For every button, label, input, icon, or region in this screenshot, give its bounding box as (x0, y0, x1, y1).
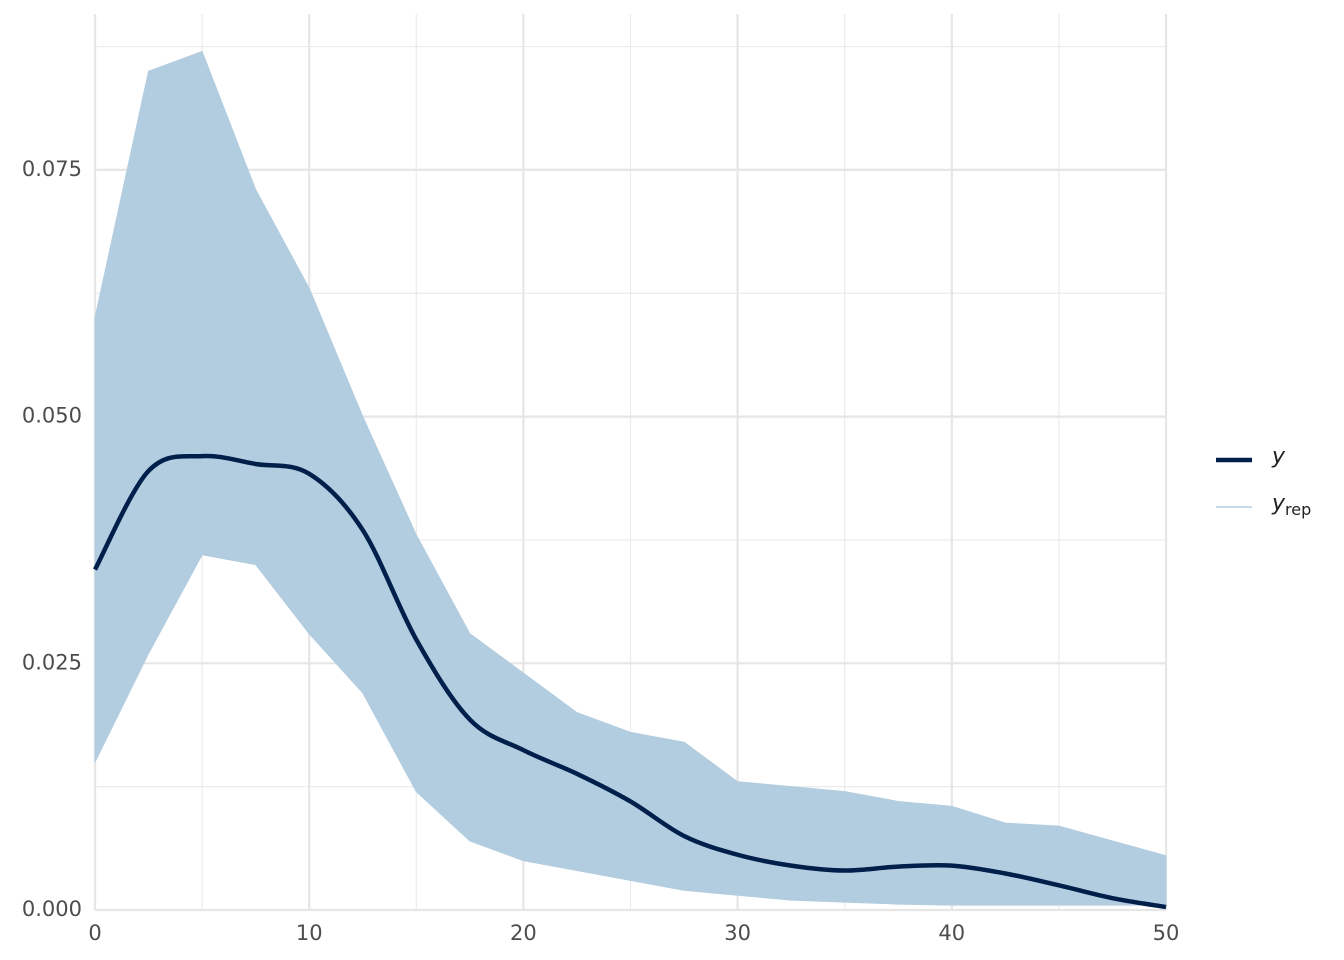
y-tick-label: 0.025 (22, 650, 82, 674)
legend-label: yrep (1271, 491, 1311, 519)
legend-name: y (1271, 444, 1286, 469)
legend-label: y (1271, 444, 1286, 469)
x-tick-label: 10 (296, 921, 323, 945)
y-line (93, 453, 1167, 910)
legend-subscript: rep (1285, 500, 1311, 519)
x-tick-label: 0 (88, 921, 101, 945)
x-tick-label: 40 (938, 921, 965, 945)
legend-name: y (1271, 491, 1286, 516)
y-tick-label: 0.075 (22, 157, 82, 181)
x-tick-label: 50 (1153, 921, 1180, 945)
x-tick-label: 20 (510, 921, 537, 945)
x-tick-label: 30 (724, 921, 751, 945)
y-tick-label: 0.050 (22, 404, 82, 428)
y-tick-label: 0.000 (22, 897, 82, 921)
